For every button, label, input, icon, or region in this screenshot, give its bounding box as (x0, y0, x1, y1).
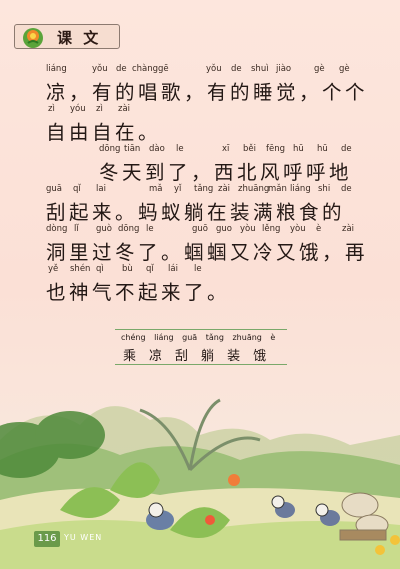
text-line-5: dòng lǐ guò dōng le guō guo yòu lěng yòu… (46, 220, 366, 264)
text-line-6: yě shén qì bù qǐ lái le 也神气不起来了。 (46, 260, 366, 304)
pinyin: lǐ (74, 224, 79, 234)
vocab-pinyin: è (270, 333, 276, 342)
pinyin: lěng (262, 224, 281, 234)
pinyin: dōng (99, 144, 121, 154)
vocab-pinyin: tǎng (205, 333, 224, 342)
vocab-char: 饿 (253, 349, 280, 364)
pinyin: shuì (251, 64, 269, 74)
hanzi-line: 也神气不起来了。 (46, 281, 231, 304)
pinyin: gè (314, 64, 325, 74)
pinyin: guō (192, 224, 208, 234)
pinyin: yǒu (92, 64, 108, 74)
pinyin: jiào (276, 64, 292, 74)
pinyin: le (146, 224, 154, 234)
lesson-text: liáng yǒu de chàng gē yǒu de shuì jiào g… (46, 60, 366, 304)
pinyin: lai (96, 184, 106, 194)
broad-leaves (60, 462, 230, 538)
pinyin: zài (118, 104, 131, 114)
pinyin: yòu (290, 224, 306, 234)
hanzi-line: 洞里过冬了。蝈蝈又冷又饿，再 (46, 241, 369, 264)
pinyin: guo (216, 224, 232, 234)
grasshopper (146, 502, 174, 530)
pinyin: gè (339, 64, 350, 74)
pinyin: zhuāng (238, 184, 270, 194)
text-line-4: guā qǐ lai mǎ yǐ tǎng zài zhuāng mǎn liá… (46, 180, 366, 224)
illustration-garden-scene (0, 398, 400, 569)
pinyin: chàng (132, 64, 159, 74)
pinyin: hū (317, 144, 328, 154)
vocab-char: 乘 (123, 349, 150, 364)
pinyin: mǎn (268, 184, 287, 194)
pinyin: guò (96, 224, 112, 234)
pinyin: yǐ (174, 184, 182, 194)
vocab-char: 凉 (149, 349, 176, 364)
pinyin: yóu (70, 104, 86, 114)
pinyin: xī (222, 144, 230, 154)
vocabulary-pinyin: chéng liáng guā tǎng zhuāng è (121, 333, 275, 342)
pinyin: běi (243, 144, 256, 154)
text-line-3: dōng tiān dào le xī běi fēng hū hū de 冬天… (46, 140, 366, 184)
pinyin: tiān (124, 144, 141, 154)
hanzi-line: 冬天到了，西北风呼呼地 (99, 161, 353, 184)
hanzi-line: 凉，有的唱歌，有的睡觉，个个 (46, 81, 369, 104)
hanzi-line: 自由自在。 (46, 121, 162, 144)
hanzi-line: 刮起来。蚂蚁躺在装满粮食的 (46, 201, 346, 224)
pinyin: hū (293, 144, 304, 154)
pinyin: de (231, 64, 242, 74)
page-tag: YU WEN (64, 533, 103, 542)
lesson-header-tab: 课 文 (14, 24, 120, 49)
pinyin: liáng (290, 184, 311, 194)
pinyin: fēng (266, 144, 286, 154)
vocab-pinyin: guā (182, 333, 198, 342)
flower-icon (23, 28, 43, 48)
page-number: 116 (34, 531, 60, 547)
vocab-pinyin: zhuāng (232, 333, 262, 342)
pinyin: tǎng (194, 184, 214, 194)
vocab-char: 装 (227, 349, 254, 364)
vocabulary-box: chéng liáng guā tǎng zhuāng è 乘凉刮躺装饿 (115, 329, 287, 365)
flowers (205, 474, 400, 555)
pinyin: è (316, 224, 322, 234)
grain-cart (339, 492, 389, 541)
pinyin: zài (342, 224, 355, 234)
pinyin: yòu (240, 224, 256, 234)
pinyin: zì (96, 104, 103, 114)
pinyin: de (341, 144, 352, 154)
pinyin: dòng (46, 224, 68, 234)
vocab-char: 躺 (201, 349, 228, 364)
pinyin: dōng (118, 224, 140, 234)
pinyin: lái (168, 264, 178, 274)
pinyin: qì (96, 264, 104, 274)
pinyin: yǒu (206, 64, 222, 74)
vocabulary-hanzi: 乘凉刮躺装饿 (123, 345, 279, 364)
pinyin: le (176, 144, 184, 154)
pinyin: guā (46, 184, 62, 194)
pinyin: shi (318, 184, 331, 194)
pinyin: zài (218, 184, 231, 194)
ant-group (271, 495, 340, 526)
pinyin: bù (122, 264, 133, 274)
pinyin: shén (70, 264, 91, 274)
pinyin: dào (149, 144, 165, 154)
vocab-char: 刮 (175, 349, 202, 364)
palm-plant (139, 398, 261, 472)
pinyin: le (194, 264, 202, 274)
pinyin: mǎ (149, 184, 163, 194)
pinyin: qǐ (73, 184, 81, 194)
vocab-pinyin: liáng (154, 333, 174, 342)
pinyin: qǐ (146, 264, 154, 274)
text-line-1: liáng yǒu de chàng gē yǒu de shuì jiào g… (46, 60, 366, 104)
text-line-2: zì yóu zì zài 自由自在。 (46, 100, 366, 144)
pinyin: de (341, 184, 352, 194)
pinyin: zì (48, 104, 55, 114)
vocab-pinyin: chéng (121, 333, 146, 342)
bush-left (0, 411, 105, 478)
pinyin: yě (48, 264, 59, 274)
pinyin: de (116, 64, 127, 74)
pinyin: gē (158, 64, 169, 74)
lesson-header-label: 课 文 (57, 29, 102, 47)
pinyin: liáng (46, 64, 67, 74)
